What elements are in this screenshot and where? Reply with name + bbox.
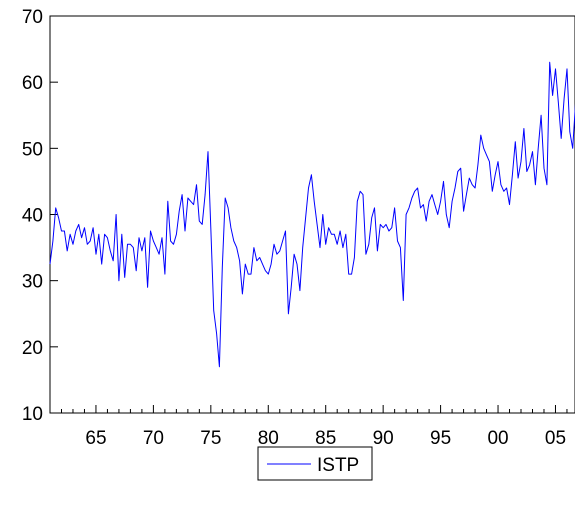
series-layer	[49, 61, 575, 368]
y-tick-label: 60	[22, 73, 43, 94]
x-axis: 65 70 75 80 85 90 95 00 05	[49, 405, 568, 449]
y-tick-label: 10	[22, 404, 43, 425]
y-tick-label: 40	[22, 206, 43, 227]
y-tick-label: 70	[22, 7, 43, 28]
series-line-istp	[49, 61, 575, 368]
y-tick-label: 20	[22, 338, 43, 359]
x-tick-label: 85	[315, 428, 336, 449]
y-tick-label: 50	[22, 139, 43, 160]
y-axis: 10 20 30 40 50 60 70	[22, 7, 58, 425]
x-tick-label: 80	[258, 428, 279, 449]
x-tick-label: 00	[487, 428, 508, 449]
x-tick-label: 90	[373, 428, 394, 449]
y-tick-label: 30	[22, 272, 43, 293]
legend-label-istp: ISTP	[317, 455, 359, 476]
x-tick-label: 05	[545, 428, 566, 449]
x-tick-label: 65	[85, 428, 106, 449]
x-tick-label: 70	[143, 428, 164, 449]
x-tick-label: 75	[200, 428, 221, 449]
x-tick-label: 95	[430, 428, 451, 449]
plot-frame	[49, 15, 575, 414]
legend: ISTP	[257, 446, 373, 481]
